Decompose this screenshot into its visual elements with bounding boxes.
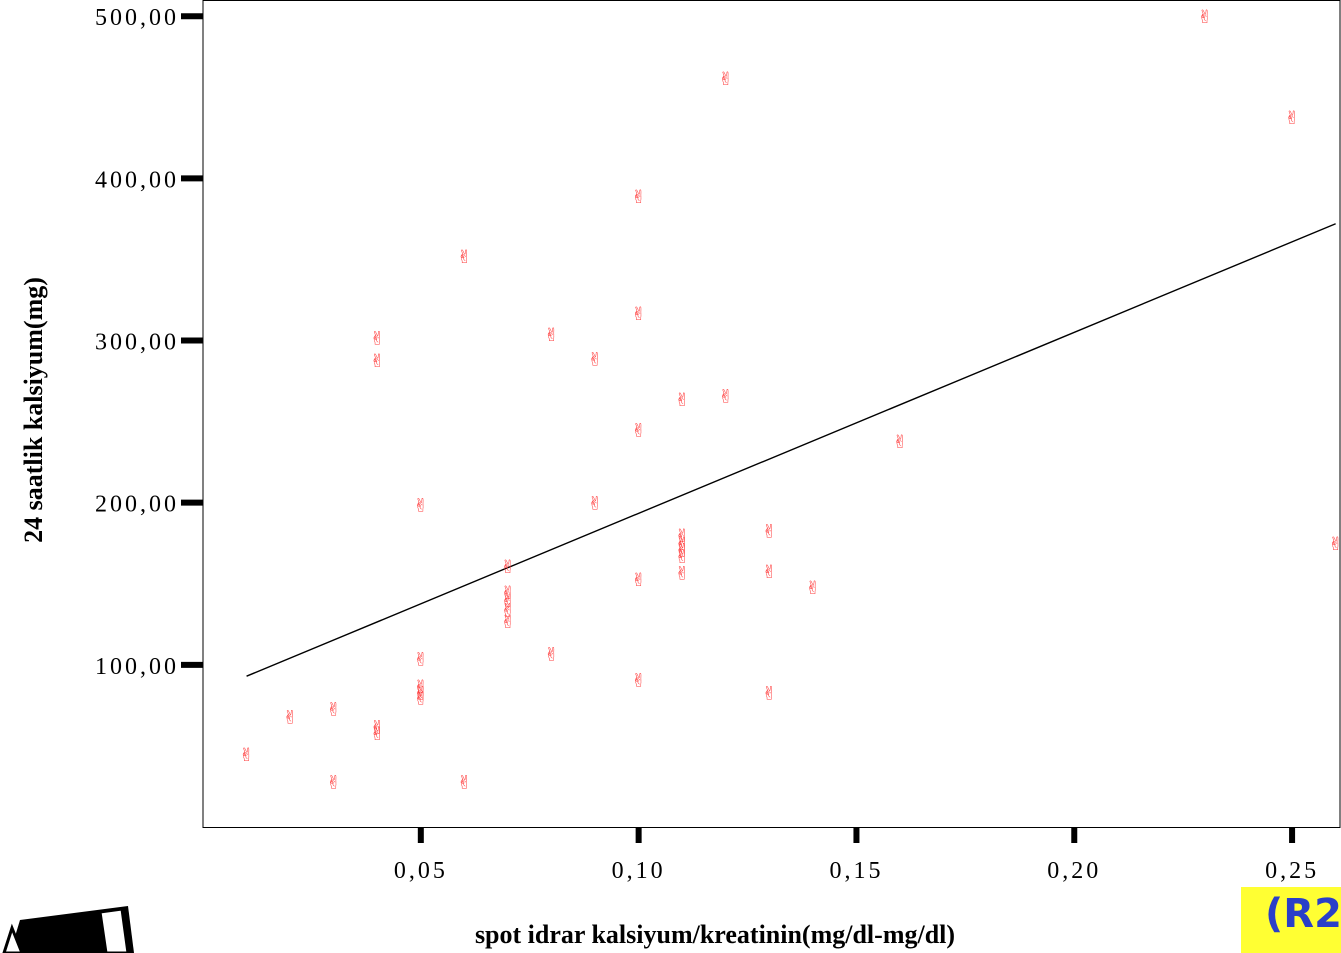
data-point: ✌ (631, 570, 646, 591)
data-point: ✌ (718, 387, 733, 408)
x-tick-label: 0,20 (1047, 858, 1101, 884)
data-point: ✌ (762, 562, 777, 583)
data-point: ✌ (675, 390, 690, 411)
data-point: ✌ (631, 304, 646, 325)
data-point: ✌ (370, 717, 385, 738)
decorative-clipart (2, 906, 134, 953)
y-tick-label: 500,00 (95, 5, 179, 31)
data-point: ✌ (588, 349, 603, 370)
data-point: ✌ (1197, 7, 1212, 28)
data-point: ✌ (718, 69, 733, 90)
x-tick-label: 0,10 (612, 858, 666, 884)
x-tick-label: 0,05 (394, 858, 448, 884)
data-point: ✌ (413, 495, 428, 516)
fit-line (246, 223, 1336, 677)
data-point: ✌ (631, 421, 646, 442)
y-tick-label: 300,00 (95, 330, 179, 356)
data-point: ✌ (675, 541, 690, 562)
data-point: ✌ (762, 683, 777, 704)
data-point: ✌ (370, 724, 385, 745)
data-point: ✌ (500, 612, 515, 633)
data-point: ✌ (1328, 534, 1341, 555)
data-point: ✌ (283, 708, 298, 729)
data-point: ✌ (675, 534, 690, 555)
data-point: ✌ (675, 526, 690, 547)
x-tick-label: 0,25 (1265, 858, 1319, 884)
r2-badge: (R2 (1241, 887, 1341, 953)
x-axis-title: spot idrar kalsiyum/kreatinin(mg/dl-mg/d… (475, 920, 955, 949)
data-point: ✌ (544, 644, 559, 665)
data-point: ✌ (675, 547, 690, 568)
data-point: ✌ (1285, 108, 1300, 129)
data-point: ✌ (631, 187, 646, 208)
data-point: ✌ (326, 700, 341, 721)
y-tick-label: 200,00 (95, 492, 179, 518)
data-point: ✌ (413, 677, 428, 698)
data-point: ✌ (500, 557, 515, 578)
y-tick-label: 400,00 (95, 167, 179, 193)
y-axis-title: 24 saatlik kalsiyum(mg) (19, 277, 48, 543)
data-point: ✌ (413, 649, 428, 670)
data-point: ✌ (370, 351, 385, 372)
fit-line-layer (246, 223, 1336, 677)
y-axis-ticks: 100,00 200,00 300,00 400,00 500,00 (95, 5, 203, 680)
data-point: ✌ (631, 670, 646, 691)
x-axis-ticks: 0,05 0,10 0,15 0,20 0,25 (394, 827, 1319, 884)
data-point: ✌ (500, 591, 515, 612)
y-tick-label: 100,00 (95, 654, 179, 680)
data-point: ✌ (762, 521, 777, 542)
data-point: ✌ (326, 773, 341, 794)
data-point: ✌ (892, 432, 907, 453)
r2-badge-text: (R2 (1265, 891, 1341, 937)
data-point: ✌ (588, 494, 603, 515)
data-point: ✌ (239, 745, 254, 766)
data-point: ✌ (457, 773, 472, 794)
data-point: ✌ (500, 583, 515, 604)
data-point: ✌ (413, 683, 428, 704)
data-point: ✌ (457, 247, 472, 268)
x-tick-label: 0,15 (829, 858, 883, 884)
data-point: ✌ (675, 563, 690, 584)
data-point: ✌ (544, 325, 559, 346)
data-point: ✌ (413, 688, 428, 709)
data-point: ✌ (805, 578, 820, 599)
plot-frame (202, 0, 1341, 828)
data-point: ✌ (500, 601, 515, 622)
data-point: ✌ (370, 328, 385, 349)
points-layer: ✌✌ ✌✌✌✌✌✌✌✌✌✌✌✌✌✌✌✌✌✌✌✌✌✌✌✌✌✌✌✌✌✌✌✌✌✌✌✌✌✌… (239, 7, 1341, 793)
